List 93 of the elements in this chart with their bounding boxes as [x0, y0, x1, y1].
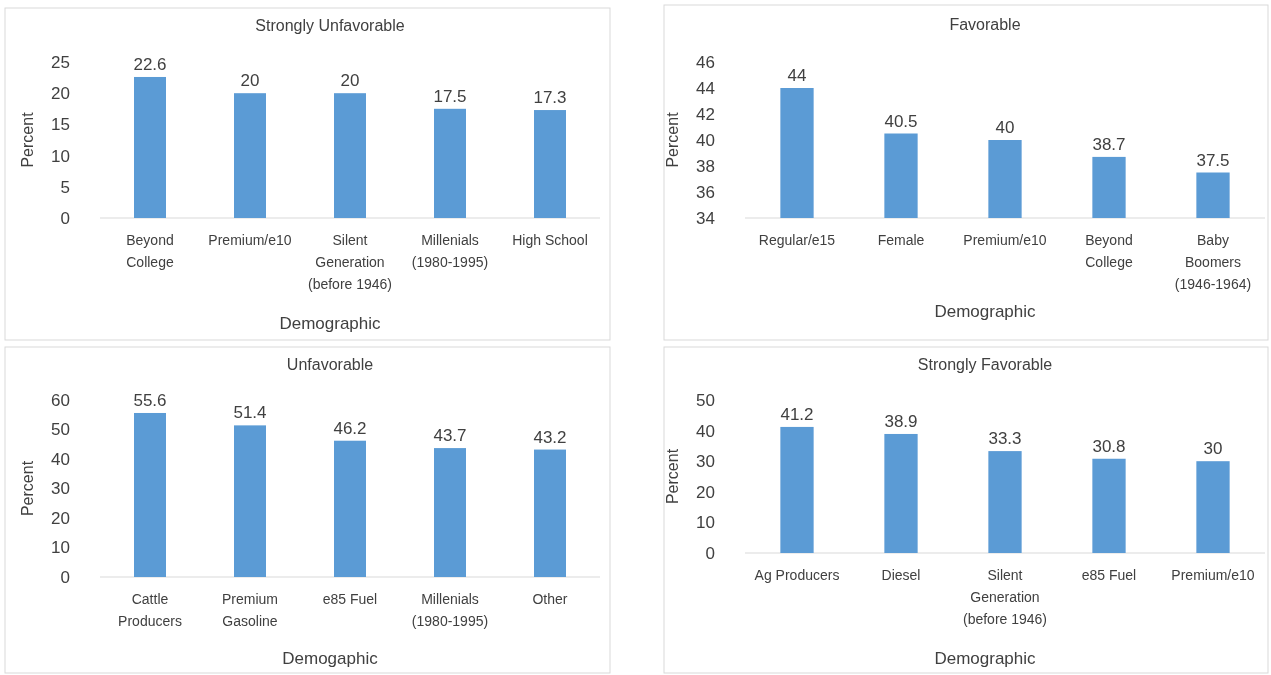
bar: [134, 412, 166, 577]
y-tick-label: 10: [696, 513, 715, 533]
chart-title: Favorable: [949, 16, 1021, 33]
y-tick-label: 25: [51, 52, 70, 72]
x-tick-label: Millenials (1980-1995): [411, 591, 489, 629]
x-tick-label: Beyond College: [126, 232, 174, 270]
chart-title: Strongly Unfavorable: [255, 17, 405, 34]
x-tick-label: Baby Boomers (1946-1964): [1174, 232, 1252, 292]
y-tick-label: 30: [696, 452, 715, 472]
y-tick-label: 34: [696, 208, 715, 228]
y-tick-label: 42: [696, 104, 715, 124]
chart-title: Unfavorable: [286, 356, 374, 373]
y-tick-label: 44: [696, 78, 715, 98]
bar: [334, 93, 366, 218]
y-tick-label: 10: [51, 146, 70, 166]
y-tick-label: 0: [60, 567, 70, 587]
data-label: 41.2: [780, 404, 814, 424]
y-axis-title: Percent: [19, 111, 36, 168]
x-tick-label: Regular/e15: [758, 232, 836, 248]
x-tick-label: Premium/e10: [1171, 567, 1255, 583]
bar: [334, 440, 366, 577]
x-axis-title: Demogaphic: [282, 649, 379, 668]
y-tick-label: 36: [696, 182, 715, 202]
x-tick-label: High School: [512, 232, 588, 248]
y-tick-label: 40: [696, 421, 715, 441]
data-label: 22.6: [133, 54, 167, 74]
data-label: 44: [787, 66, 807, 85]
data-label: 30: [1203, 439, 1223, 459]
x-tick-label: Diesel: [881, 567, 921, 583]
y-tick-label: 0: [60, 208, 70, 228]
y-tick-label: 20: [51, 84, 70, 104]
bar: [1196, 461, 1230, 553]
data-label: 17.3: [533, 88, 567, 108]
chart-title: Strongly Favorable: [917, 356, 1053, 373]
x-tick-label: Female: [877, 232, 925, 248]
x-tick-label: Premium Gasoline: [221, 591, 279, 629]
data-label: 51.4: [233, 403, 267, 423]
y-tick-label: 10: [51, 538, 70, 558]
bar: [234, 425, 266, 577]
data-label: 43.7: [433, 426, 467, 446]
x-tick-label: e85 Fuel: [322, 591, 378, 607]
y-tick-label: 20: [696, 482, 715, 502]
bar: [534, 449, 566, 577]
bar: [234, 93, 266, 218]
x-tick-label: Silent Generation (before 1946): [307, 232, 393, 292]
y-tick-label: 0: [705, 543, 715, 563]
data-label: 20: [340, 71, 360, 91]
y-tick-label: 40: [696, 130, 715, 150]
bar: [434, 448, 466, 577]
y-axis-title: Percent: [664, 448, 681, 505]
bar: [988, 451, 1022, 553]
data-label: 33.3: [988, 429, 1022, 449]
bar: [884, 433, 918, 553]
data-label: 17.5: [433, 86, 467, 106]
data-label: 30.8: [1092, 436, 1126, 456]
y-tick-label: 50: [696, 390, 715, 410]
y-tick-label: 50: [51, 420, 70, 440]
data-label: 40.5: [884, 111, 918, 131]
bar: [780, 426, 814, 553]
y-tick-label: 5: [60, 177, 70, 197]
x-tick-label: Millenials (1980-1995): [411, 232, 489, 270]
y-tick-label: 38: [696, 156, 715, 176]
data-label: 40: [995, 118, 1015, 137]
y-tick-label: 46: [696, 52, 715, 72]
bar: [1092, 458, 1126, 553]
x-tick-label: Cattle Producers: [118, 591, 182, 629]
data-label: 55.6: [133, 390, 167, 410]
x-tick-label: Premium/e10: [208, 232, 292, 248]
y-tick-label: 40: [51, 449, 70, 469]
x-tick-label: Beyond College: [1085, 232, 1133, 270]
x-axis-title: Demographic: [934, 302, 1037, 321]
y-tick-label: 30: [51, 479, 70, 499]
y-tick-label: 15: [51, 115, 70, 135]
y-tick-label: 60: [51, 390, 70, 410]
x-tick-label: Ag Producers: [754, 567, 840, 583]
data-label: 38.9: [884, 411, 918, 431]
y-axis-title: Percent: [19, 460, 36, 517]
data-label: 38.7: [1092, 134, 1126, 154]
x-axis-title: Demographic: [279, 314, 382, 333]
data-label: 37.5: [1196, 150, 1230, 170]
bar: [534, 110, 566, 218]
x-tick-label: Other: [532, 591, 568, 607]
data-label: 20: [240, 71, 260, 91]
data-label: 46.2: [333, 418, 367, 438]
data-label: 43.2: [533, 427, 567, 447]
bar: [434, 108, 466, 218]
y-tick-label: 20: [51, 508, 70, 528]
x-tick-label: e85 Fuel: [1081, 567, 1137, 583]
x-tick-label: Silent Generation (before 1946): [962, 567, 1048, 627]
x-tick-label: Premium/e10: [963, 232, 1047, 248]
x-axis-title: Demographic: [934, 649, 1037, 668]
bar: [134, 76, 166, 218]
y-axis-title: Percent: [664, 111, 681, 168]
